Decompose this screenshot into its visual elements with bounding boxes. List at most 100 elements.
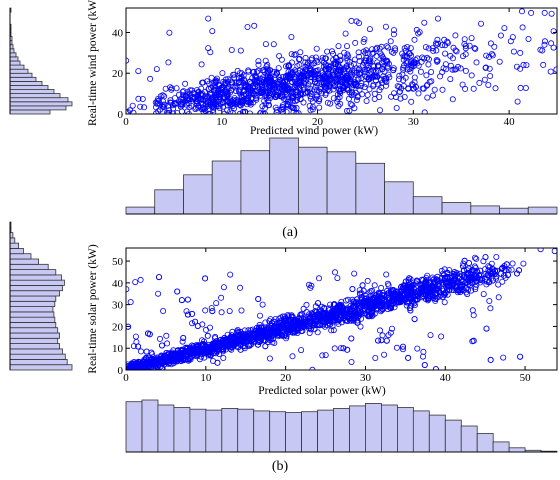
y-histogram-bar xyxy=(9,109,51,115)
scatter-point xyxy=(230,83,237,90)
scatter-point xyxy=(330,72,337,79)
y-tick-label: 50 xyxy=(112,256,124,268)
scatter-point xyxy=(198,345,205,352)
scatter-point xyxy=(374,44,381,51)
b-x-histogram xyxy=(125,399,558,453)
scatter-point xyxy=(261,68,268,75)
scatter-point xyxy=(548,40,555,47)
scatter-point xyxy=(274,80,281,87)
scatter-point xyxy=(314,329,321,336)
scatter-point xyxy=(328,311,335,318)
scatter-point xyxy=(333,54,340,61)
scatter-point xyxy=(293,92,300,99)
scatter-point xyxy=(372,46,379,53)
scatter-point xyxy=(366,26,373,33)
scatter-point xyxy=(353,312,360,319)
scatter-point xyxy=(279,332,286,339)
scatter-point xyxy=(508,266,515,273)
scatter-point xyxy=(393,105,400,112)
scatter-point xyxy=(238,73,245,80)
scatter-point xyxy=(459,263,466,270)
scatter-point xyxy=(127,298,134,305)
scatter-point xyxy=(411,36,418,43)
scatter-point xyxy=(163,109,170,114)
scatter-point xyxy=(471,45,478,52)
scatter-point xyxy=(300,99,307,106)
scatter-point xyxy=(446,286,453,293)
scatter-point xyxy=(278,56,285,63)
x-tick-label: 40 xyxy=(440,372,452,384)
scatter-point xyxy=(439,69,446,76)
scatter-point xyxy=(378,43,385,50)
scatter-point xyxy=(393,344,400,351)
scatter-point xyxy=(344,314,351,321)
scatter-point xyxy=(209,80,216,87)
scatter-point xyxy=(345,53,352,60)
x-histogram-bar xyxy=(301,411,319,453)
scatter-point xyxy=(402,74,409,81)
scatter-point xyxy=(401,94,408,101)
scatter-point xyxy=(289,353,296,360)
scatter-point xyxy=(129,360,136,367)
scatter-point xyxy=(355,53,362,60)
scatter-point xyxy=(363,54,370,61)
y-histogram-bar xyxy=(9,284,63,292)
scatter-point xyxy=(406,50,413,57)
x-histogram-bar xyxy=(476,433,494,453)
scatter-point xyxy=(153,110,160,114)
y-histogram-bar xyxy=(9,247,24,255)
scatter-point xyxy=(369,74,376,81)
y-histogram-bar xyxy=(9,290,60,297)
scatter-point xyxy=(312,54,319,61)
scatter-point xyxy=(343,63,350,70)
scatter-point xyxy=(435,40,442,47)
scatter-point xyxy=(487,356,494,363)
scatter-point xyxy=(253,95,260,102)
scatter-point xyxy=(292,322,299,329)
scatter-point xyxy=(541,38,548,45)
scatter-point xyxy=(129,102,136,109)
scatter-point xyxy=(462,67,469,74)
scatter-point xyxy=(137,348,144,355)
scatter-point xyxy=(204,332,211,339)
scatter-point xyxy=(466,42,473,49)
y-tick-label: 40 xyxy=(112,27,124,39)
scatter-point xyxy=(372,300,379,307)
scatter-point xyxy=(294,89,301,96)
scatter-point xyxy=(262,319,269,326)
scatter-point xyxy=(288,51,295,58)
scatter-point xyxy=(541,41,548,48)
scatter-point xyxy=(336,64,343,71)
scatter-point xyxy=(286,72,293,79)
scatter-point xyxy=(322,90,329,97)
scatter-point xyxy=(258,324,265,331)
panel-b: 0 10 20 30 40 50 0 10 20 30 40 50 Predicted solar p… xyxy=(9,221,558,474)
scatter-point xyxy=(200,79,207,86)
scatter-point xyxy=(299,321,306,328)
scatter-point xyxy=(331,269,338,276)
scatter-point xyxy=(285,63,292,70)
scatter-point xyxy=(547,68,554,75)
scatter-point xyxy=(550,28,557,35)
x-histogram-bar xyxy=(508,447,526,453)
scatter-point xyxy=(335,43,342,50)
scatter-point xyxy=(472,286,479,293)
scatter-point xyxy=(363,80,370,87)
scatter-point xyxy=(347,308,354,315)
scatter-point xyxy=(375,289,382,296)
scatter-point xyxy=(266,327,273,334)
scatter-point xyxy=(201,105,208,112)
scatter-point xyxy=(355,49,362,56)
scatter-point xyxy=(411,74,418,81)
scatter-point xyxy=(224,337,231,344)
scatter-point xyxy=(519,8,526,15)
scatter-point xyxy=(462,85,469,92)
scatter-point xyxy=(460,267,467,274)
scatter-point xyxy=(201,354,208,361)
scatter-point xyxy=(456,287,463,294)
scatter-point xyxy=(387,303,394,310)
scatter-point xyxy=(442,42,449,49)
scatter-point xyxy=(381,292,388,299)
scatter-point xyxy=(227,271,234,278)
scatter-point xyxy=(305,281,312,288)
